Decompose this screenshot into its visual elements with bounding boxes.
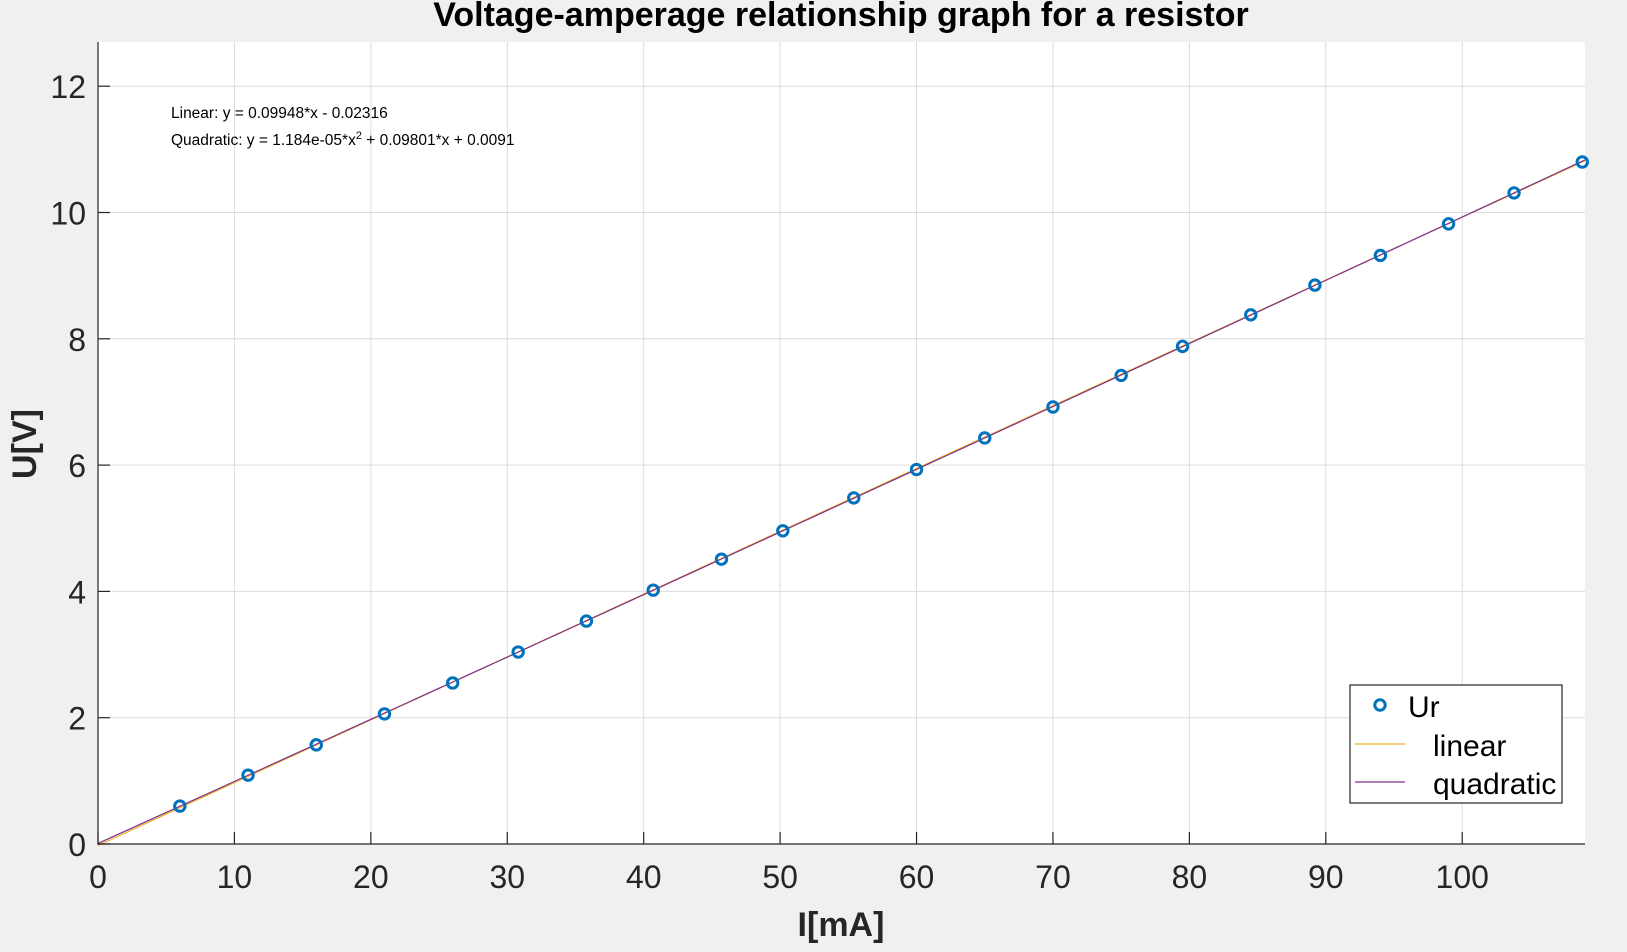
axes-background bbox=[98, 42, 1585, 844]
quadratic-fit-equation: Quadratic: y = 1.184e-05*x2 + 0.09801*x … bbox=[171, 130, 515, 149]
x-tick-label: 10 bbox=[217, 859, 253, 895]
y-tick-label: 2 bbox=[68, 701, 86, 737]
data-point bbox=[978, 431, 992, 445]
data-point bbox=[1114, 368, 1128, 383]
y-axis-label: U[V] bbox=[6, 409, 44, 479]
legend-label-linear: linear bbox=[1433, 730, 1506, 763]
data-point bbox=[1244, 308, 1258, 322]
fit-line-quadratic bbox=[97, 159, 1586, 844]
y-tick-label: 0 bbox=[68, 827, 86, 863]
x-tick-label: 60 bbox=[899, 859, 935, 895]
data-point bbox=[776, 524, 790, 538]
data-point bbox=[1175, 339, 1190, 354]
x-tick-label: 50 bbox=[762, 859, 798, 895]
data-point bbox=[1507, 186, 1521, 200]
data-point bbox=[1308, 278, 1322, 292]
x-tick-label: 40 bbox=[626, 859, 662, 895]
data-markers bbox=[173, 155, 1589, 813]
legend-marker-ur bbox=[1373, 698, 1387, 712]
legend-label-ur: Ur bbox=[1408, 691, 1440, 724]
fit-lines bbox=[97, 159, 1586, 847]
data-point bbox=[377, 707, 392, 721]
y-tick-label: 12 bbox=[50, 69, 86, 105]
data-point bbox=[445, 676, 460, 690]
data-point bbox=[847, 491, 861, 505]
axis-ticks: 0 10 20 30 40 50 60 70 80 90 100 0 2 4 6 8 10 12 bbox=[50, 69, 1489, 895]
y-tick-label: 4 bbox=[68, 574, 86, 610]
quadratic-equation-start: Quadratic: y = 1.184e-05*x bbox=[171, 132, 356, 149]
grid-lines bbox=[98, 42, 1585, 844]
legend-label-quadratic: quadratic bbox=[1433, 768, 1556, 801]
data-point bbox=[1373, 248, 1388, 263]
y-tick-label: 8 bbox=[68, 322, 86, 358]
data-point bbox=[714, 552, 729, 566]
data-point bbox=[511, 645, 525, 659]
x-tick-label: 90 bbox=[1308, 859, 1344, 895]
x-tick-label: 70 bbox=[1035, 859, 1071, 895]
y-tick-label: 10 bbox=[50, 196, 86, 232]
x-tick-label: 0 bbox=[89, 859, 107, 895]
chart-title: Voltage-amperage relationship graph for … bbox=[433, 0, 1249, 34]
x-axis-label: I[mA] bbox=[798, 906, 885, 944]
chart-legend: Ur linear quadratic bbox=[1349, 684, 1563, 804]
data-point bbox=[909, 462, 924, 477]
data-point bbox=[309, 738, 323, 752]
data-point bbox=[1046, 400, 1060, 414]
quadratic-equation-exponent: 2 bbox=[356, 130, 362, 142]
linear-fit-equation: Linear: y = 0.09948*x - 0.02316 bbox=[171, 105, 388, 122]
x-tick-label: 30 bbox=[489, 859, 525, 895]
x-tick-label: 80 bbox=[1172, 859, 1208, 895]
data-point bbox=[173, 799, 187, 813]
x-tick-label: 20 bbox=[353, 859, 389, 895]
y-tick-label: 6 bbox=[68, 448, 86, 484]
data-point bbox=[241, 768, 255, 782]
data-point bbox=[646, 583, 660, 597]
quadratic-equation-end: + 0.09801*x + 0.0091 bbox=[362, 132, 515, 149]
data-point bbox=[1441, 217, 1456, 231]
data-point bbox=[579, 614, 594, 628]
x-tick-label: 100 bbox=[1436, 859, 1489, 895]
data-point bbox=[1575, 155, 1589, 169]
